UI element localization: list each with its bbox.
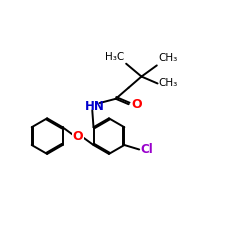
Text: CH₃: CH₃ (159, 78, 178, 88)
Text: CH₃: CH₃ (158, 53, 177, 63)
Text: O: O (132, 98, 142, 111)
Text: Cl: Cl (140, 143, 153, 156)
Text: H₃C: H₃C (105, 52, 124, 62)
Text: O: O (73, 130, 83, 142)
Text: HN: HN (85, 100, 105, 114)
